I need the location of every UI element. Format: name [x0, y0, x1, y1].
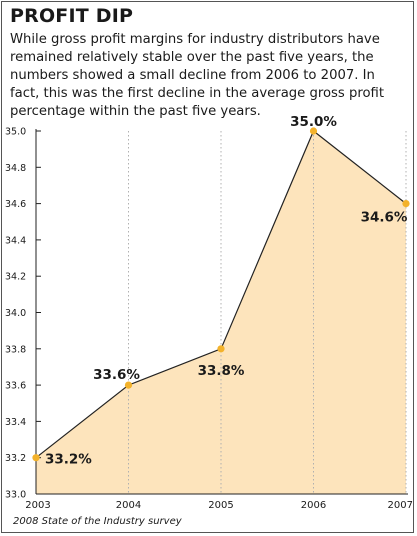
- source-note: 2008 State of the Industry survey: [13, 516, 182, 527]
- data-label: 34.6%: [361, 210, 408, 226]
- y-tick-label: 33.4: [5, 417, 26, 428]
- data-point-2006: [309, 127, 318, 135]
- data-label: 33.6%: [93, 367, 140, 383]
- y-tick-label: 33.8: [5, 344, 26, 355]
- data-point-2003: [32, 454, 40, 462]
- x-tick-label: 2006: [301, 500, 326, 511]
- data-point-2007: [402, 200, 410, 208]
- y-tick-label: 33.6: [5, 381, 26, 392]
- data-label: 35.0%: [290, 114, 337, 130]
- y-tick-label: 33.0: [5, 490, 26, 501]
- y-tick-label: 34.8: [5, 163, 26, 174]
- x-tick-label: 2005: [208, 500, 233, 511]
- x-tick-label: 2003: [25, 500, 50, 511]
- data-point-2004: [124, 381, 133, 389]
- y-tick-label: 34.2: [5, 272, 26, 283]
- data-label: 33.8%: [198, 363, 245, 379]
- y-tick-label: 33.2: [5, 453, 26, 464]
- x-tick-label: 2004: [116, 500, 141, 511]
- data-point-2005: [217, 345, 225, 353]
- chart-subtitle: While gross profit margins for industry …: [10, 32, 385, 119]
- chart-title: PROFIT DIP: [10, 5, 134, 27]
- y-tick-label: 35.0: [5, 127, 26, 138]
- x-tick-label: 2007: [388, 500, 413, 511]
- y-tick-label: 34.4: [5, 235, 26, 246]
- y-tick-label: 34.6: [5, 199, 26, 210]
- data-label: 33.2%: [45, 452, 92, 468]
- y-tick-label: 34.0: [5, 308, 26, 319]
